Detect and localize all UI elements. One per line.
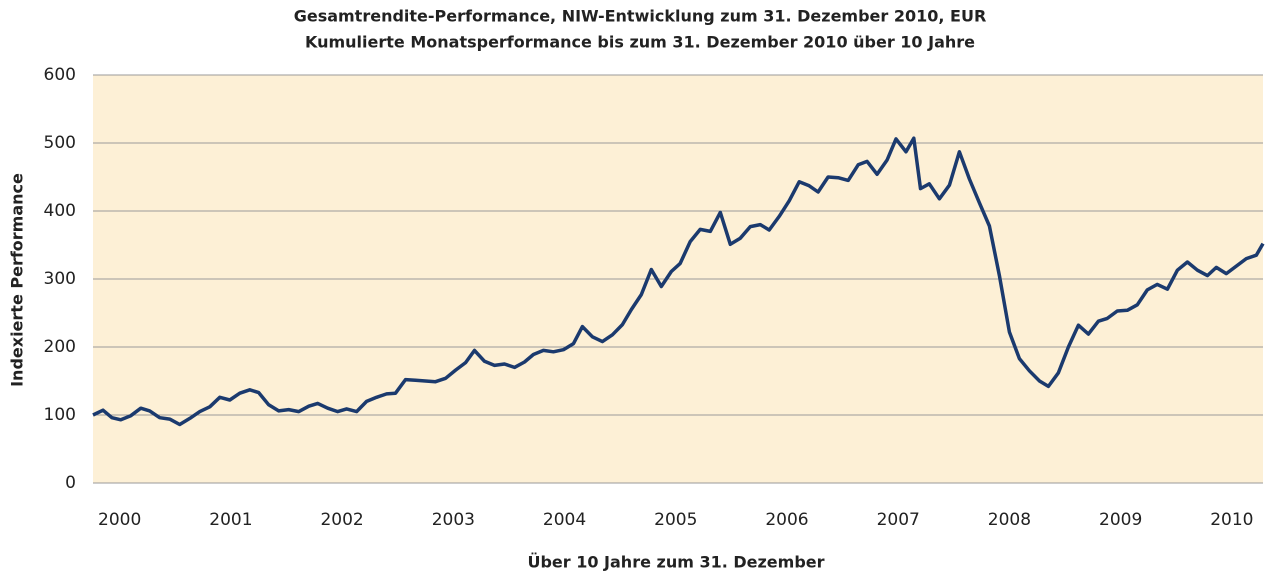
y-tick-label: 300 <box>44 269 76 289</box>
x-tick-label: 2008 <box>988 510 1031 530</box>
x-axis-title: Über 10 Jahre zum 31. Dezember <box>527 553 824 572</box>
x-tick-label: 2009 <box>1099 510 1142 530</box>
x-tick-label: 2004 <box>543 510 586 530</box>
x-tick-label: 2006 <box>765 510 808 530</box>
y-tick-label: 400 <box>44 201 76 221</box>
chart-subtitle: Kumulierte Monatsperformance bis zum 31.… <box>305 33 975 52</box>
y-tick-label: 200 <box>44 337 76 357</box>
x-tick-label: 2003 <box>432 510 475 530</box>
x-tick-label: 2000 <box>98 510 141 530</box>
x-tick-label: 2007 <box>877 510 920 530</box>
y-tick-label: 500 <box>44 133 76 153</box>
x-tick-label: 2002 <box>320 510 363 530</box>
chart-title: Gesamtrendite-Performance, NIW-Entwicklu… <box>294 7 987 26</box>
data-line <box>92 136 1265 427</box>
y-axis-title: Indexierte Performance <box>8 173 27 387</box>
x-tick-label: 2001 <box>209 510 252 530</box>
y-tick-label: 600 <box>44 65 76 85</box>
x-tick-label: 2010 <box>1210 510 1253 530</box>
x-tick-label: 2005 <box>654 510 697 530</box>
y-tick-label: 0 <box>65 473 76 493</box>
y-tick-label: 100 <box>44 405 76 425</box>
